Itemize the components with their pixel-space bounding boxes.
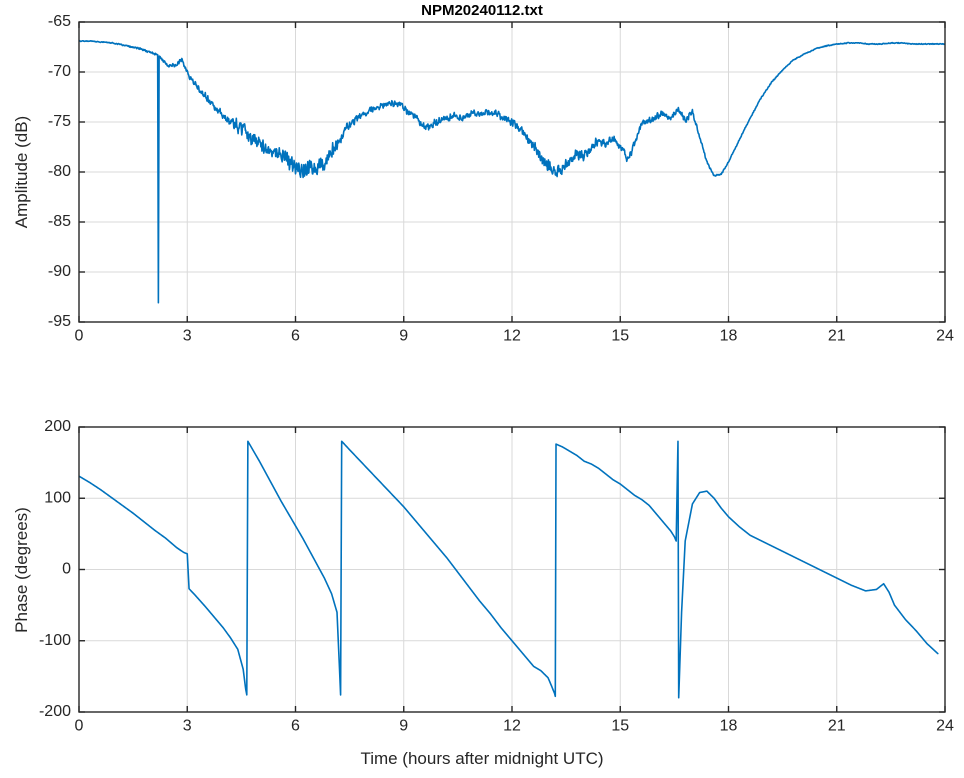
y-tick-label: -90 (48, 263, 71, 280)
x-tick-label: 6 (291, 327, 300, 344)
x-tick-label: 9 (399, 327, 408, 344)
x-tick-label: 24 (936, 327, 954, 344)
x-tick-label: 3 (183, 327, 192, 344)
time-xlabel: Time (hours after midnight UTC) (360, 749, 604, 768)
x-tick-label: 3 (183, 717, 192, 734)
tick-labels: 0 3 6 9 12 15 18 21 24 -200 -100 0 100 200 (39, 418, 954, 734)
y-tick-label: 200 (44, 418, 71, 435)
x-tick-label: 15 (611, 717, 629, 734)
y-tick-label: -85 (48, 213, 71, 230)
tick-marks (78, 21, 946, 323)
x-tick-label: 12 (503, 327, 521, 344)
y-tick-label: -80 (48, 163, 71, 180)
x-tick-label: 0 (75, 327, 84, 344)
x-tick-label: 0 (75, 717, 84, 734)
x-tick-label: 18 (720, 327, 738, 344)
y-tick-label: -65 (48, 13, 71, 30)
y-tick-label: -200 (39, 703, 71, 720)
data-layer (79, 39, 945, 304)
x-tick-label: 15 (611, 327, 629, 344)
y-tick-label: -95 (48, 313, 71, 330)
x-tick-label: 18 (720, 717, 738, 734)
x-tick-label: 21 (828, 327, 846, 344)
x-tick-label: 12 (503, 717, 521, 734)
x-tick-label: 6 (291, 717, 300, 734)
tick-labels: 0 3 6 9 12 15 18 21 24 -95 -90 -85 -80 -75 -70 -65 (48, 13, 954, 344)
gridlines (79, 22, 945, 322)
tick-marks (78, 426, 946, 713)
data-layer (79, 440, 939, 699)
y-tick-label: -100 (39, 632, 71, 649)
figure-title: NPM20240112.txt (421, 2, 543, 19)
y-tick-label: -75 (48, 113, 71, 130)
y-tick-label: -70 (48, 63, 71, 80)
x-tick-label: 21 (828, 717, 846, 734)
x-tick-label: 24 (936, 717, 954, 734)
series-phase (79, 440, 939, 699)
y-tick-label: 0 (62, 561, 71, 578)
y-tick-label: 100 (44, 489, 71, 506)
series-amplitude (79, 39, 945, 304)
x-tick-label: 9 (399, 717, 408, 734)
phase-ylabel: Phase (degrees) (12, 506, 31, 633)
